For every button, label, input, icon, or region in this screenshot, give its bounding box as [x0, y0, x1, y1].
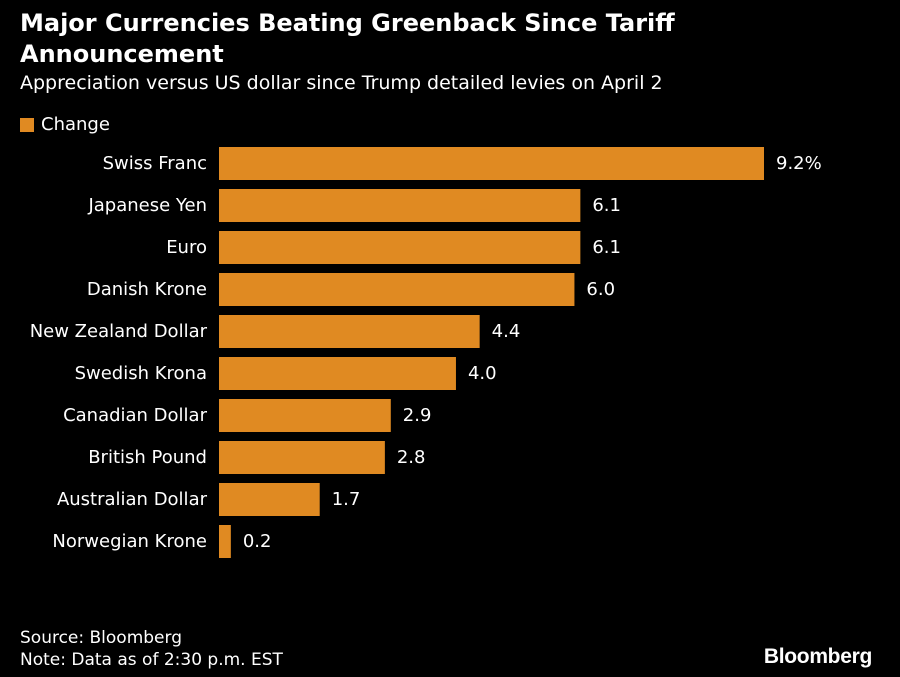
category-label: Swedish Krona [75, 363, 207, 384]
bar-new-zealand-dollar [219, 315, 480, 348]
value-label: 9.2% [776, 153, 822, 174]
category-label: New Zealand Dollar [30, 321, 208, 342]
value-label: 0.2 [243, 531, 272, 552]
chart-title: Major Currencies Beating Greenback Since… [20, 9, 675, 68]
legend-label: Change [41, 114, 110, 135]
bar-japanese-yen [219, 189, 581, 222]
category-label: Australian Dollar [57, 489, 208, 510]
bar-canadian-dollar [219, 399, 391, 432]
bar-euro [219, 231, 581, 264]
bar-australian-dollar [219, 483, 320, 516]
legend-swatch [20, 118, 34, 132]
category-label: Canadian Dollar [63, 405, 208, 426]
data-note: Note: Data as of 2:30 p.m. EST [20, 650, 283, 670]
category-label: Norwegian Krone [52, 531, 207, 552]
bar-british-pound [219, 441, 385, 474]
category-label: Japanese Yen [87, 195, 207, 216]
footer: Source: Bloomberg Note: Data as of 2:30 … [20, 627, 283, 671]
value-label: 6.0 [586, 279, 615, 300]
value-label: 2.8 [397, 447, 426, 468]
value-label: 1.7 [332, 489, 361, 510]
value-label: 2.9 [403, 405, 432, 426]
bar-danish-krone [219, 273, 575, 306]
category-label: Swiss Franc [103, 153, 207, 174]
category-label: Danish Krone [87, 279, 207, 300]
source-note: Source: Bloomberg [20, 628, 182, 648]
bar-swedish-krona [219, 357, 456, 390]
value-label: 4.0 [468, 363, 497, 384]
bar-norwegian-krone [219, 525, 231, 558]
bloomberg-logo: Bloomberg [763, 645, 872, 668]
bar-swiss-franc [219, 147, 764, 180]
value-label: 4.4 [492, 321, 521, 342]
legend: Change [20, 114, 110, 136]
category-label: Euro [166, 237, 207, 258]
value-label: 6.1 [592, 237, 621, 258]
chart-subtitle: Appreciation versus US dollar since Trum… [20, 72, 663, 94]
bar-chart: Swiss Franc 9.2% Japanese Yen 6.1 Euro 6.1 Dan… [30, 147, 822, 558]
category-label: British Pound [88, 447, 207, 468]
value-label: 6.1 [592, 195, 621, 216]
